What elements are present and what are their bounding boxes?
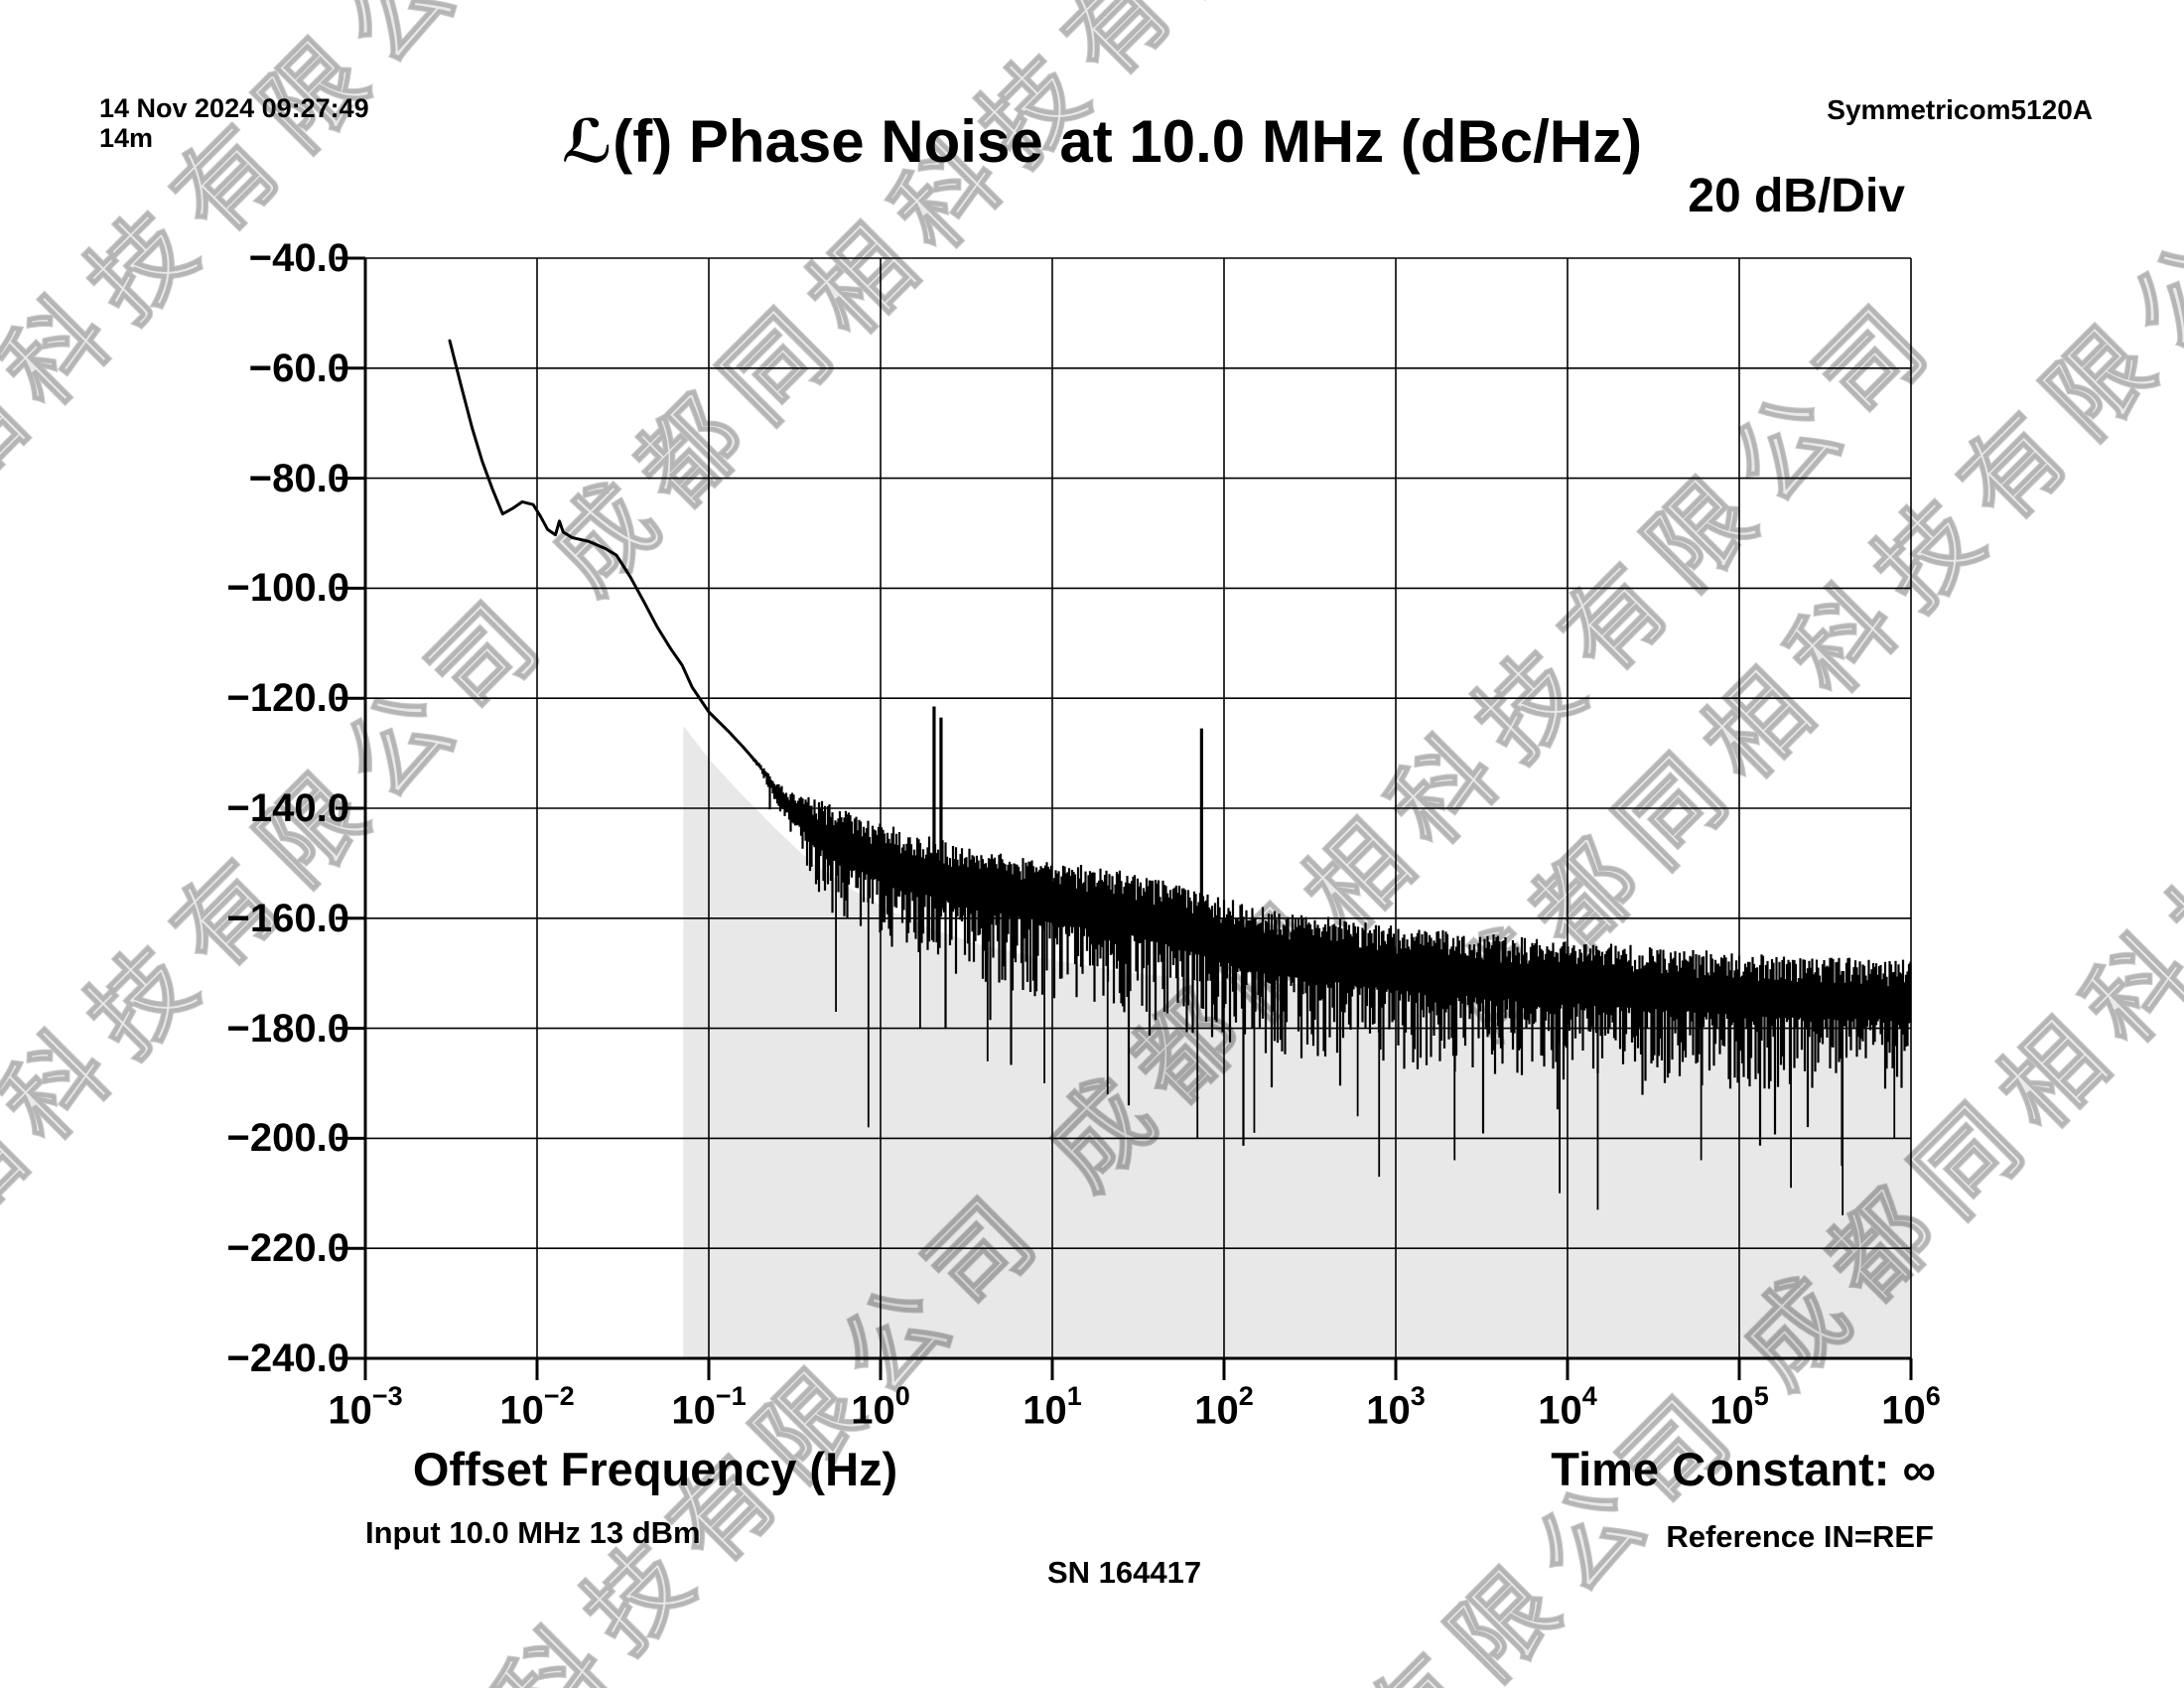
y-tick-label: −240.0	[226, 1336, 349, 1380]
y-tick-label: −160.0	[226, 896, 349, 940]
y-tick-label: −80.0	[248, 456, 349, 500]
x-tick-label: 101	[1023, 1381, 1082, 1433]
x-tick-label: 105	[1709, 1381, 1769, 1433]
instrument-model: Symmetricom5120A	[1827, 94, 2093, 125]
timestamp: 14 Nov 2024 09:27:49 14m	[99, 93, 369, 153]
x-tick-label: 10−1	[671, 1381, 747, 1433]
y-tick-label: −200.0	[226, 1116, 349, 1161]
serial-number: SN 164417	[1047, 1555, 1202, 1590]
y-tick-label: −140.0	[226, 786, 349, 830]
time-constant-label: Time Constant: ∞	[1551, 1443, 1936, 1495]
x-tick-label: 106	[1881, 1381, 1941, 1433]
y-tick-label: −100.0	[226, 566, 349, 611]
trace-smooth-segment	[448, 339, 762, 769]
confidence-region	[683, 725, 1911, 1358]
y-tick-label: −40.0	[248, 236, 349, 280]
page-title: ℒ(f) Phase Noise at 10.0 MHz (dBc/Hz)	[561, 108, 1643, 175]
x-tick-label: 102	[1194, 1381, 1254, 1433]
x-tick-label: 104	[1538, 1381, 1597, 1433]
x-tick-label: 10−3	[328, 1381, 403, 1433]
timestamp-elapsed: 14m	[99, 123, 154, 154]
x-axis-title: Offset Frequency (Hz)	[412, 1443, 898, 1495]
x-tick-label: 103	[1366, 1381, 1426, 1433]
x-tick-label: 100	[851, 1381, 910, 1433]
y-tick-label: −60.0	[248, 346, 349, 390]
scale-per-div-label: 20 dB/Div	[1688, 170, 1905, 222]
reference-note: Reference IN=REF	[1666, 1519, 1934, 1554]
timestamp-date: 14 Nov 2024 09:27:49	[99, 93, 369, 123]
y-tick-label: −180.0	[226, 1006, 349, 1051]
x-tick-label: 10−2	[499, 1381, 575, 1433]
y-tick-label: −220.0	[226, 1226, 349, 1271]
input-signal-note: Input 10.0 MHz 13 dBm	[365, 1515, 701, 1550]
y-tick-label: −120.0	[226, 676, 349, 721]
